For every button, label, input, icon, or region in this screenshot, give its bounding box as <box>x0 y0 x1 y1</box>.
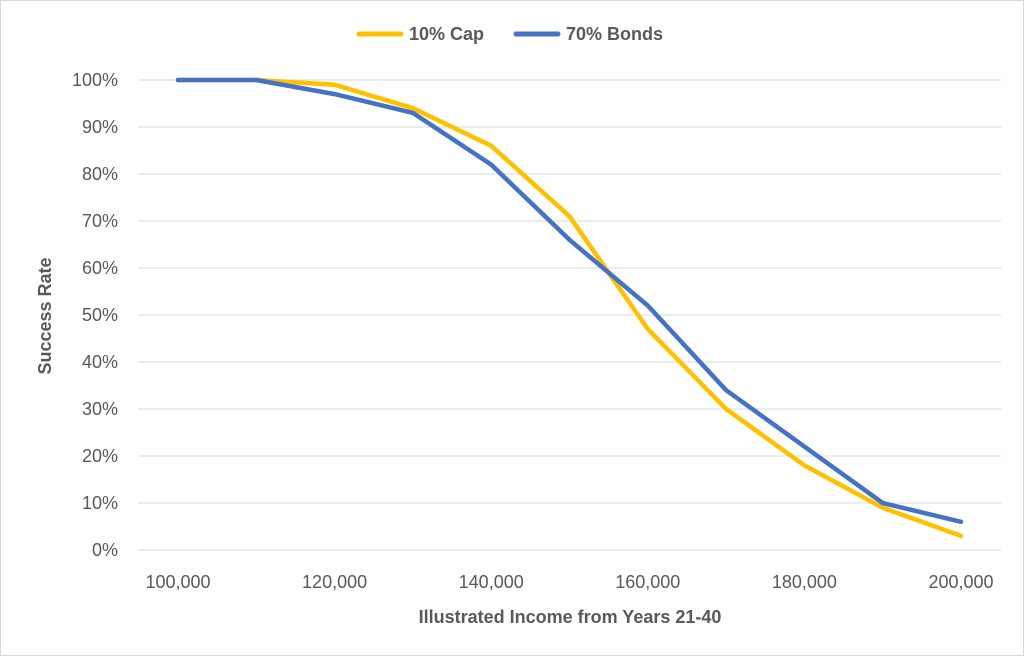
series-line-70-bonds <box>175 77 964 525</box>
x-tick-label: 200,000 <box>928 572 993 592</box>
y-tick-label: 70% <box>82 211 118 231</box>
x-axis-tick-labels: 100,000 120,000 140,000 160,000 180,000 200,0… <box>145 572 993 592</box>
y-tick-label: 10% <box>82 493 118 513</box>
y-tick-label: 30% <box>82 399 118 419</box>
y-tick-label: 40% <box>82 352 118 372</box>
x-axis-title: Illustrated Income from Years 21-40 <box>419 607 722 627</box>
x-tick-label: 160,000 <box>615 572 680 592</box>
x-tick-label: 120,000 <box>302 572 367 592</box>
series-lines <box>175 77 964 539</box>
legend-label-10-cap: 10% Cap <box>409 24 484 44</box>
y-tick-label: 80% <box>82 164 118 184</box>
gridlines <box>138 79 1001 551</box>
y-axis-title: Success Rate <box>35 257 55 374</box>
y-tick-label: 20% <box>82 446 118 466</box>
y-tick-label: 50% <box>82 305 118 325</box>
y-tick-label: 100% <box>72 70 118 90</box>
x-tick-label: 100,000 <box>145 572 210 592</box>
y-axis-tick-labels: 0% 10% 20% 30% 40% 50% 60% 70% 80% 90% 100% <box>72 70 118 560</box>
x-tick-label: 140,000 <box>459 572 524 592</box>
y-tick-label: 60% <box>82 258 118 278</box>
legend-label-70-bonds: 70% Bonds <box>566 24 663 44</box>
x-tick-label: 180,000 <box>772 572 837 592</box>
y-tick-label: 0% <box>92 540 118 560</box>
series-line-10-cap <box>175 77 964 539</box>
y-tick-label: 90% <box>82 117 118 137</box>
legend: 10% Cap 70% Bonds <box>356 24 663 44</box>
